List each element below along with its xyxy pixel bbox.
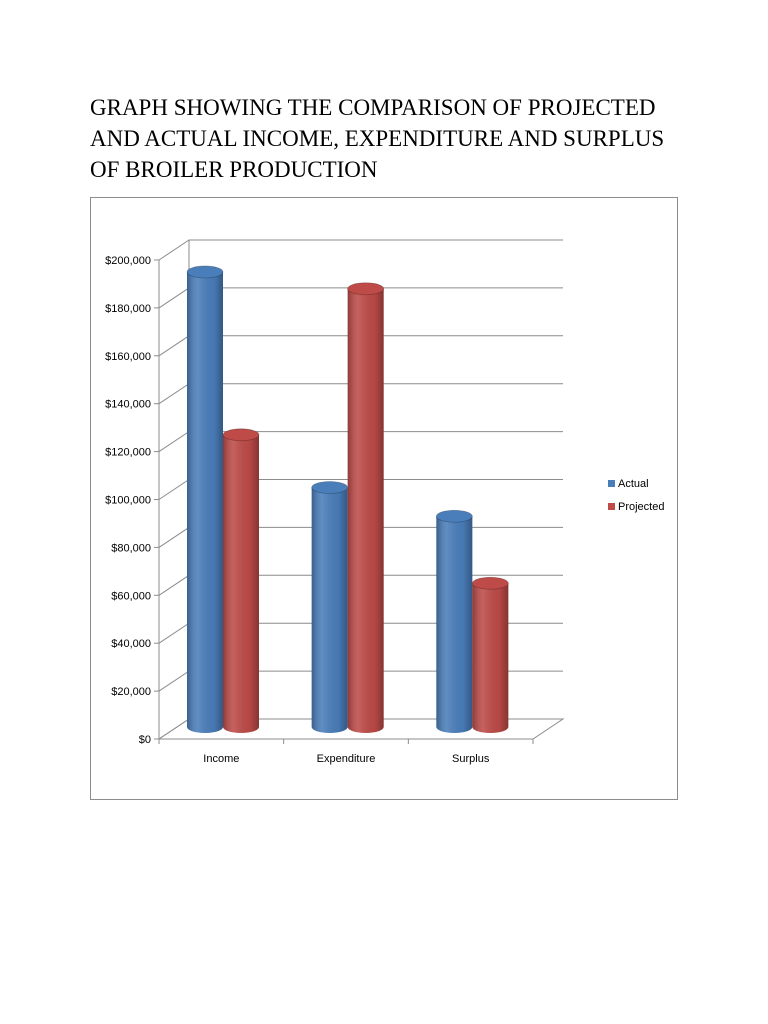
y-tick-label: $40,000 — [111, 638, 151, 650]
y-tick-label: $20,000 — [111, 686, 151, 698]
bar-series — [186, 265, 509, 733]
y-tick-label: $120,000 — [105, 447, 151, 459]
bar-chart: $0 $20,000 $40,000 $60,000 $80,000 $100,000 $1… — [105, 239, 664, 765]
y-tick-label: $180,000 — [105, 303, 151, 315]
bar-shading — [223, 434, 259, 733]
bar-shading — [311, 487, 348, 733]
x-tick-label-expenditure: Expenditure — [317, 753, 376, 765]
x-tick-label-surplus: Surplus — [452, 753, 490, 765]
y-tick-label: $60,000 — [111, 590, 151, 602]
bar-cap — [311, 481, 349, 494]
bar-shading — [436, 516, 473, 733]
legend-swatch — [608, 503, 615, 510]
bar-shading — [187, 271, 223, 733]
x-tick-label-income: Income — [203, 753, 239, 765]
legend-item-projected: Projected — [608, 501, 664, 513]
bar-shading — [347, 288, 384, 733]
bar-cap — [222, 428, 260, 442]
y-tick-label: $140,000 — [105, 399, 151, 411]
bar-cap — [186, 265, 224, 279]
gridline — [158, 239, 563, 261]
legend-label: Projected — [618, 501, 664, 513]
legend: Actual Projected — [608, 478, 664, 513]
bar-cap — [435, 509, 473, 523]
bar-cap — [347, 282, 385, 296]
legend-label: Actual — [618, 478, 649, 490]
y-axis-tick-labels: $0 $20,000 $40,000 $60,000 $80,000 $100,000 $1… — [105, 255, 151, 746]
bar-projected-income — [222, 428, 260, 733]
bar-shading — [472, 583, 509, 733]
bar-projected-surplus — [471, 576, 509, 733]
y-tick-label: $200,000 — [105, 255, 151, 267]
legend-item-actual: Actual — [608, 478, 649, 490]
x-axis-tick-labels: Income Expenditure Surplus — [203, 753, 490, 765]
bar-actual-surplus — [435, 509, 473, 733]
y-tick-label: $80,000 — [111, 542, 151, 554]
title-line-2: AND ACTUAL INCOME, EXPENDITURE AND SURPL… — [90, 126, 665, 151]
y-tick-label: $100,000 — [105, 495, 151, 507]
document-title: GRAPH SHOWING THE COMPARISON OF PROJECTE… — [90, 92, 710, 185]
bar-actual-income — [186, 265, 224, 733]
y-tick-label: $0 — [139, 734, 151, 746]
title-line-3: OF BROILER PRODUCTION — [90, 157, 378, 182]
bar-projected-expenditure — [347, 282, 385, 733]
title-line-1: GRAPH SHOWING THE COMPARISON OF PROJECTE… — [90, 95, 656, 120]
bar-cap — [471, 576, 509, 590]
y-tick-label: $160,000 — [105, 351, 151, 363]
legend-swatch — [608, 480, 615, 487]
bar-actual-expenditure — [311, 481, 349, 733]
chart-frame: $0 $20,000 $40,000 $60,000 $80,000 $100,000 $1… — [90, 197, 678, 800]
